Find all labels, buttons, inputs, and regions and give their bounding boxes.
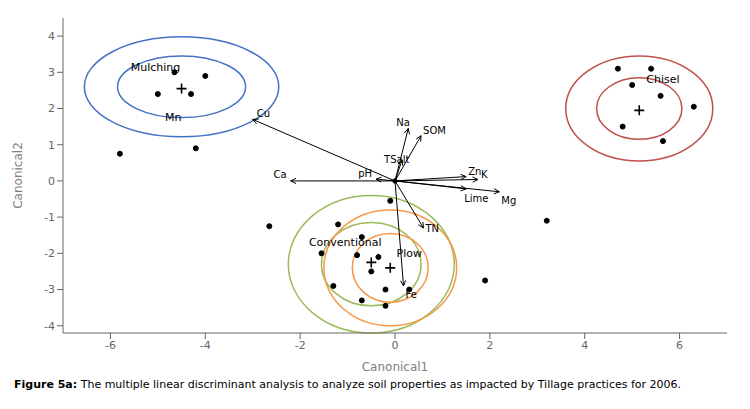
svg-text:Chisel: Chisel — [646, 73, 679, 86]
html-text:Figure 5a: The multiple linear: Figure 5a: The multiple linear discrimin… — [14, 378, 682, 391]
svg-text:6: 6 — [676, 339, 683, 352]
svg-text:TN: TN — [424, 223, 439, 234]
svg-text:Canonical2: Canonical2 — [11, 142, 25, 209]
svg-text:2: 2 — [48, 102, 55, 115]
svg-text:-6: -6 — [105, 339, 116, 352]
svg-text:2: 2 — [486, 339, 493, 352]
svg-text:Plow: Plow — [397, 247, 422, 260]
svg-text:K: K — [481, 169, 488, 180]
svg-text:0: 0 — [48, 175, 55, 188]
svg-text:1: 1 — [48, 139, 55, 152]
svg-text:TSalt: TSalt — [383, 154, 409, 165]
svg-text:-2: -2 — [44, 247, 55, 260]
svg-text:Mulching: Mulching — [130, 60, 181, 74]
svg-text:-2: -2 — [295, 339, 306, 352]
svg-text:SOM: SOM — [423, 125, 446, 136]
svg-text:3: 3 — [48, 66, 55, 79]
svg-text:Mg: Mg — [501, 195, 516, 206]
svg-text:Canonical1: Canonical1 — [362, 360, 429, 374]
svg-text:0: 0 — [392, 339, 399, 352]
svg-text:Zn: Zn — [468, 166, 481, 177]
svg-text:-3: -3 — [44, 283, 55, 296]
svg-text:Mn: Mn — [165, 111, 181, 124]
svg-text:pH: pH — [358, 168, 372, 179]
svg-text:-4: -4 — [44, 320, 55, 333]
svg-text:4: 4 — [48, 30, 55, 43]
svg-text:Cu: Cu — [257, 108, 270, 119]
svg-text:4: 4 — [581, 339, 588, 352]
svg-text:Lime: Lime — [464, 193, 488, 204]
svg-text:Fe: Fe — [405, 288, 417, 300]
svg-text:-4: -4 — [200, 339, 211, 352]
svg-text:Na: Na — [396, 117, 410, 128]
svg-text:-1: -1 — [44, 211, 55, 224]
svg-text:Ca: Ca — [274, 169, 287, 180]
svg-text:Conventional: Conventional — [309, 236, 382, 249]
